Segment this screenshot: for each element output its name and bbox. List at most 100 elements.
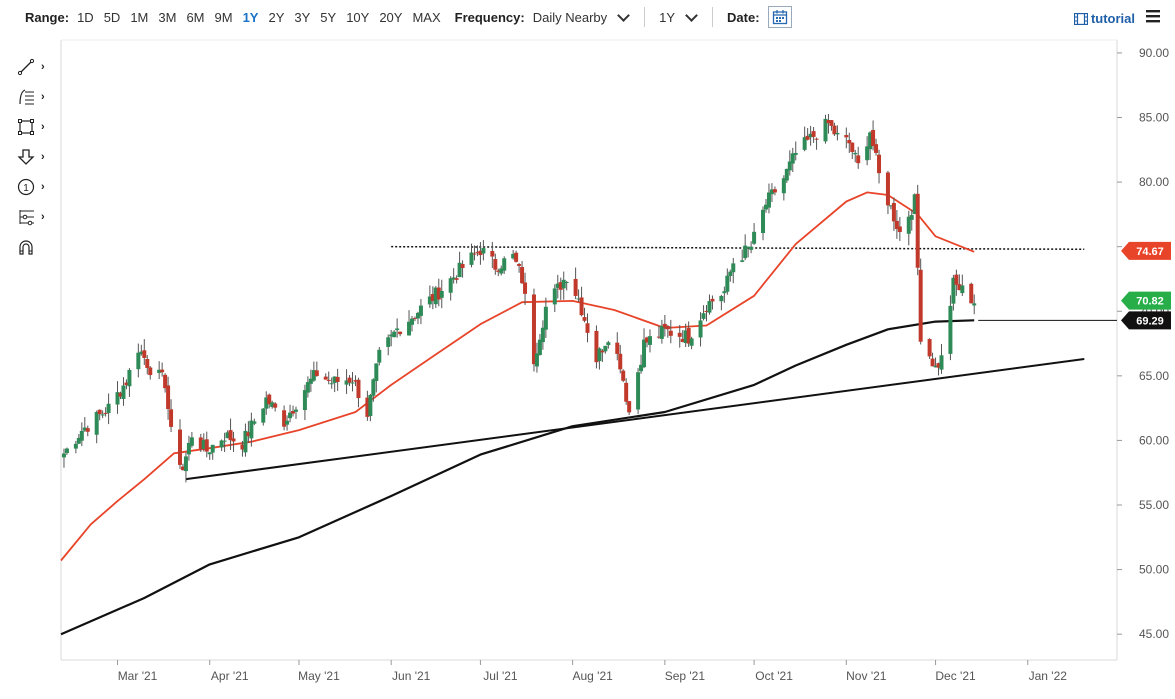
candlestick (731, 257, 736, 284)
range-button-1m[interactable]: 1M (130, 9, 149, 25)
candle-body (627, 401, 632, 413)
candlestick (793, 141, 798, 161)
period-value: 1Y (659, 9, 676, 25)
candle-body (353, 380, 358, 382)
candlestick (642, 328, 647, 369)
range-button-3m[interactable]: 3M (158, 9, 177, 25)
candlestick (906, 210, 911, 246)
price-badge-label: 70.82 (1136, 296, 1164, 308)
tutorial-link[interactable]: tutorial (1073, 11, 1135, 26)
candle-body (496, 270, 501, 272)
candle-body (856, 155, 861, 164)
candlestick (210, 444, 215, 460)
candle-body (835, 132, 840, 135)
candle-body (603, 345, 608, 352)
range-button-9m[interactable]: 9M (214, 9, 233, 25)
x-tick-label: Jun '21 (392, 669, 431, 683)
candle-body (728, 271, 733, 277)
candle-body (115, 392, 120, 405)
candlestick (829, 120, 834, 131)
candle-body (118, 392, 123, 397)
x-tick-label: Sep '21 (665, 669, 706, 683)
range-button-20y[interactable]: 20Y (379, 9, 403, 25)
range-button-1d[interactable]: 1D (77, 9, 94, 25)
candlestick (647, 329, 652, 353)
magnet-tool-button[interactable] (17, 232, 57, 262)
range-button-6m[interactable]: 6M (186, 9, 205, 25)
candlestick (534, 342, 539, 373)
candlestick (285, 415, 290, 431)
candle-body (740, 260, 745, 262)
menu-button[interactable] (1146, 9, 1160, 28)
range-button-max[interactable]: MAX (412, 9, 441, 25)
candlestick (225, 430, 230, 439)
candle-body (502, 258, 507, 271)
candle-body (743, 245, 748, 259)
candlestick (835, 125, 840, 141)
candle-body (332, 376, 337, 383)
arrow-tool-button[interactable]: › (17, 142, 57, 172)
candlestick (856, 146, 861, 169)
candlestick (594, 325, 599, 369)
number-marker-tool-button[interactable]: 1 › (17, 172, 57, 202)
fibonacci-tool-button[interactable]: › (17, 82, 57, 112)
candlestick (353, 375, 358, 387)
trendline-tool-button[interactable]: › (17, 52, 57, 82)
candlestick (231, 431, 236, 453)
chevron-right-icon: › (41, 91, 45, 103)
y-tick-label: 55.00 (1139, 498, 1169, 512)
candlestick (261, 408, 266, 426)
number-marker-tool-icon: 1 (17, 178, 35, 196)
date-picker-button[interactable] (767, 6, 792, 28)
candle-body (85, 428, 90, 432)
candlestick (350, 371, 355, 392)
candle-body (665, 326, 670, 330)
range-button-10y[interactable]: 10Y (346, 9, 370, 25)
candlestick (787, 150, 792, 176)
candle-body (169, 409, 174, 427)
candlestick (291, 405, 296, 417)
candlestick (469, 243, 474, 268)
candle-body (198, 437, 203, 450)
range-button-2y[interactable]: 2Y (268, 9, 285, 25)
candle-body (823, 118, 828, 142)
candlestick (186, 435, 191, 461)
candlestick (76, 434, 81, 445)
candle-body (308, 378, 313, 384)
x-tick-label: Jul '21 (483, 669, 518, 683)
frequency-dropdown[interactable]: Daily Nearby (533, 8, 631, 25)
range-button-5y[interactable]: 5Y (320, 9, 337, 25)
candle-body (594, 330, 599, 363)
candle-body (689, 338, 694, 346)
candlestick (499, 265, 504, 276)
candlestick (636, 368, 641, 415)
candle-body (457, 262, 462, 278)
rectangle-tool-button[interactable]: › (17, 112, 57, 142)
measure-tool-button[interactable]: › (17, 202, 57, 232)
candlestick (802, 126, 807, 152)
candle-body (100, 414, 105, 416)
candlestick (305, 376, 310, 398)
period-dropdown[interactable]: 1Y (659, 8, 698, 25)
range-button-3y[interactable]: 3Y (294, 9, 311, 25)
candlestick (85, 425, 90, 437)
range-button-5d[interactable]: 5D (103, 9, 121, 25)
candle-body (106, 403, 111, 414)
candlestick (457, 251, 462, 278)
candlestick (493, 253, 498, 275)
candlesticks (61, 114, 977, 483)
candle-body (157, 369, 162, 373)
x-tick-label: Mar '21 (118, 669, 158, 683)
candlestick (933, 357, 938, 368)
candle-body (749, 246, 754, 250)
chevron-right-icon: › (41, 121, 45, 133)
candlestick (540, 320, 545, 350)
candle-body (621, 370, 626, 381)
candlestick (222, 432, 227, 453)
y-tick-label: 80.00 (1139, 175, 1169, 189)
candlestick (865, 136, 870, 166)
candle-body (139, 351, 144, 355)
range-button-1y[interactable]: 1Y (242, 9, 259, 25)
candlestick (686, 321, 691, 347)
